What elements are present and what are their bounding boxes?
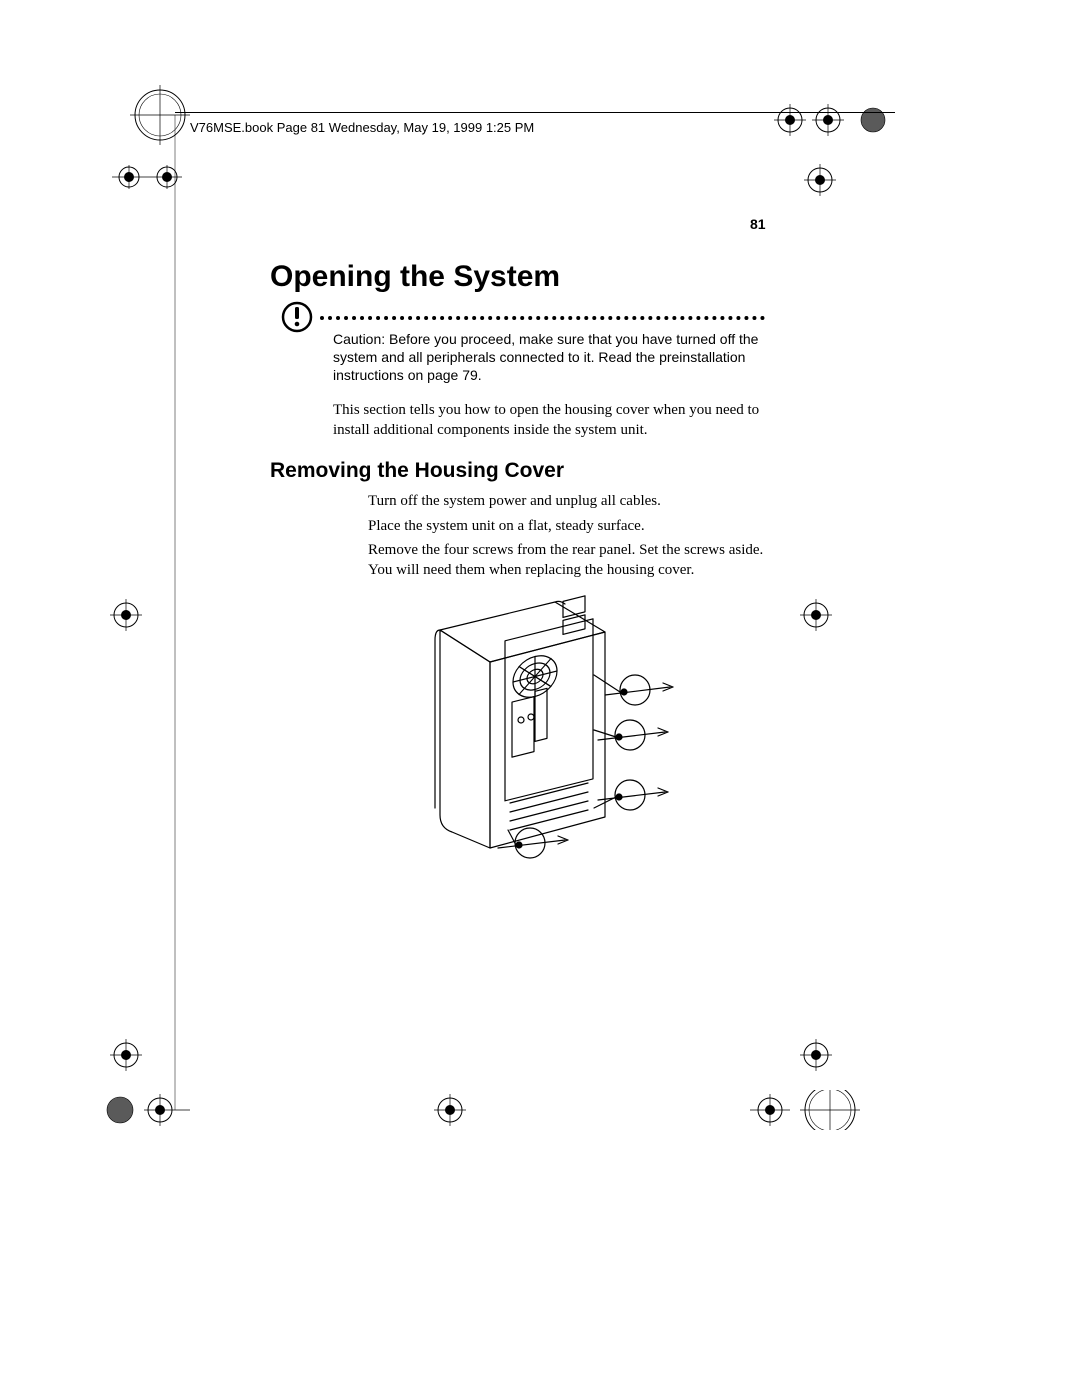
- step-text: Turn off the system power and unplug all…: [368, 491, 773, 511]
- step-text: Place the system unit on a flat, steady …: [368, 516, 773, 536]
- reg-mark-icon: [106, 1035, 146, 1075]
- page-title: Opening the System: [270, 260, 560, 294]
- caution-text: Caution: Before you proceed, make sure t…: [333, 330, 773, 385]
- page-number: 81: [750, 216, 766, 232]
- section-subtitle: Removing the Housing Cover: [270, 459, 564, 483]
- dotted-rule: [320, 316, 765, 320]
- reg-mark-icon: [796, 1035, 836, 1075]
- header-text: V76MSE.book Page 81 Wednesday, May 19, 1…: [190, 120, 534, 135]
- reg-mark-icon: [800, 160, 840, 200]
- reg-mark-icon: [853, 100, 893, 140]
- caution-icon: [280, 300, 314, 334]
- page: V76MSE.book Page 81 Wednesday, May 19, 1…: [0, 0, 1080, 1397]
- reg-mark-icon: [808, 100, 848, 140]
- reg-mark-icon: [750, 1090, 860, 1130]
- tower-figure: [380, 590, 710, 880]
- step-text: Remove the four screws from the rear pan…: [368, 540, 773, 581]
- reg-mark-icon: [112, 160, 182, 194]
- reg-mark-icon: [796, 595, 836, 635]
- reg-mark-icon: [100, 1090, 190, 1130]
- intro-text: This section tells you how to open the h…: [333, 400, 773, 441]
- reg-mark-icon: [106, 595, 146, 635]
- header-rule: [175, 112, 895, 113]
- reg-mark-icon: [430, 1090, 470, 1130]
- reg-mark-icon: [130, 85, 190, 145]
- reg-mark-icon: [770, 100, 810, 140]
